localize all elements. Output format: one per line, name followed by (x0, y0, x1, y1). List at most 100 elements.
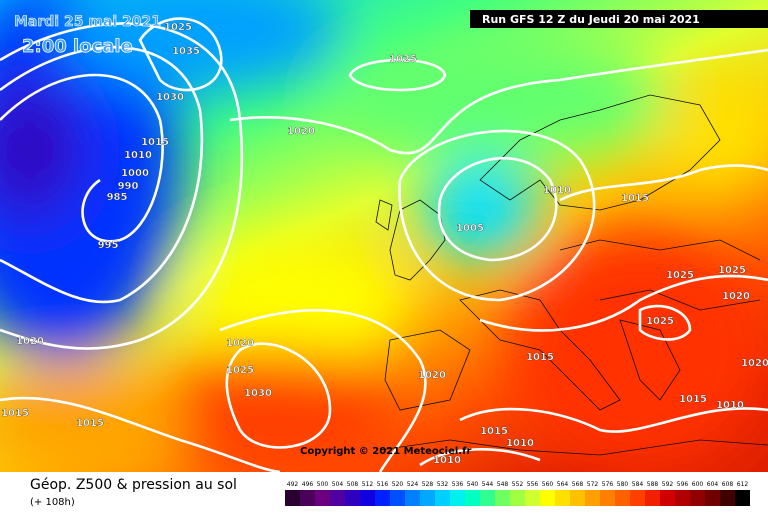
isobar-label: 1015 (621, 193, 649, 204)
colorbar-cell (405, 490, 420, 506)
colorbar-cell (480, 490, 495, 506)
colorbar-label: 564 (557, 481, 569, 488)
colorbar-label: 556 (527, 481, 539, 488)
colorbar-cell (435, 490, 450, 506)
isobar-label: 995 (98, 240, 119, 251)
colorbar-label: 568 (572, 481, 584, 488)
colorbar-label: 592 (662, 481, 674, 488)
colorbar-cell (360, 490, 375, 506)
colorbar-cell (525, 490, 540, 506)
isobar-label: 1030 (244, 388, 272, 399)
isobar-label: 1010 (543, 185, 571, 196)
isobar-label: 1030 (156, 92, 184, 103)
colorbar-label: 612 (737, 481, 749, 488)
colorbar-label: 528 (422, 481, 434, 488)
isobar-label: 1010 (506, 438, 534, 449)
colorbar-cell (600, 490, 615, 506)
colorbar-cell (660, 490, 675, 506)
colorbar-label: 580 (617, 481, 629, 488)
colorbar-cell (330, 490, 345, 506)
colorbar-cell (615, 490, 630, 506)
colorbar-cell (510, 490, 525, 506)
colorbar-cell (345, 490, 360, 506)
colorbar-label: 508 (347, 481, 359, 488)
isobar-label: 1000 (121, 168, 149, 179)
colorbar-label: 548 (497, 481, 509, 488)
colorbar-label: 588 (647, 481, 659, 488)
colorbar-cell (420, 490, 435, 506)
colorbar-cell (540, 490, 555, 506)
isobar-label: 1020 (418, 370, 446, 381)
colorbar-cell (285, 490, 300, 506)
isobar-label: 1025 (718, 265, 746, 276)
colorbar: 492 496 500 504 508 512 516 520 524 528 532 536 540 5… (285, 481, 750, 506)
colorbar-label: 600 (692, 481, 704, 488)
colorbar-cell (735, 490, 750, 506)
colorbar-cell (645, 490, 660, 506)
colorbar-cell (300, 490, 315, 506)
isobar-labels: 1025103510301025102010151010100099098599… (1, 22, 768, 466)
colorbar-cell (720, 490, 735, 506)
colorbar-label: 576 (602, 481, 614, 488)
colorbar-label: 584 (632, 481, 644, 488)
colorbar-cell (675, 490, 690, 506)
isobar-label: 1025 (389, 54, 417, 65)
isobar-label: 1025 (646, 316, 674, 327)
colorbar-cell (630, 490, 645, 506)
colorbar-cell (495, 490, 510, 506)
isobar-label: 1025 (226, 365, 254, 376)
coastlines (375, 94, 768, 456)
isobar-label: 1005 (456, 223, 484, 234)
colorbar-label: 532 (437, 481, 449, 488)
time-label: 2:00 locale (22, 36, 133, 57)
colorbar-label: 496 (302, 481, 314, 488)
colorbar-cell (375, 490, 390, 506)
colorbar-label: 608 (722, 481, 734, 488)
isobar-label: 1020 (16, 336, 44, 347)
colorbar-label: 524 (407, 481, 419, 488)
colorbar-label: 492 (287, 481, 299, 488)
isobar-label: 1010 (124, 150, 152, 161)
isobar-label: 1015 (679, 394, 707, 405)
colorbar-cell (705, 490, 720, 506)
isobar-label: 1015 (141, 137, 169, 148)
colorbar-label: 536 (452, 481, 464, 488)
colorbar-cell (585, 490, 600, 506)
colorbar-label: 572 (587, 481, 599, 488)
isobar-label: 1025 (666, 270, 694, 281)
colorbar-cell (450, 490, 465, 506)
isobar-label: 1025 (164, 22, 192, 33)
colorbar-label: 604 (707, 481, 719, 488)
isobar-label: 1010 (433, 455, 461, 466)
isobar-label: 990 (118, 181, 139, 192)
isobar-label: 1020 (287, 126, 315, 137)
isobar-label: 1015 (1, 408, 29, 419)
isobar-label: 1015 (76, 418, 104, 429)
isobar-label: 1020 (722, 291, 750, 302)
copyright: Copyright © 2021 Meteociel.fr (300, 446, 471, 457)
colorbar-cell (315, 490, 330, 506)
isobar-label: 1035 (172, 46, 200, 57)
field: 1025103510301025102010151010100099098599… (0, 0, 768, 472)
isobar-label: 1020 (226, 338, 254, 349)
colorbar-label: 552 (512, 481, 524, 488)
footer-lead: (+ 108h) (30, 497, 75, 508)
isobars (0, 17, 768, 472)
colorbar-cell (690, 490, 705, 506)
run-label: Run GFS 12 Z du Jeudi 20 mai 2021 (482, 13, 700, 26)
footer-title: Géop. Z500 & pression au sol (30, 477, 237, 493)
isobar-label: 1015 (480, 426, 508, 437)
colorbar-label: 596 (677, 481, 689, 488)
colorbar-label: 512 (362, 481, 374, 488)
date-label: Mardi 25 mai 2021 (14, 14, 161, 30)
colorbar-label: 540 (467, 481, 479, 488)
colorbar-label: 504 (332, 481, 344, 488)
isobar-label: 985 (107, 192, 128, 203)
colorbar-cell (570, 490, 585, 506)
colorbar-cell (390, 490, 405, 506)
colorbar-label: 500 (317, 481, 329, 488)
isobar-label: 1020 (741, 358, 768, 369)
colorbar-cell (465, 490, 480, 506)
run-box (470, 10, 768, 28)
